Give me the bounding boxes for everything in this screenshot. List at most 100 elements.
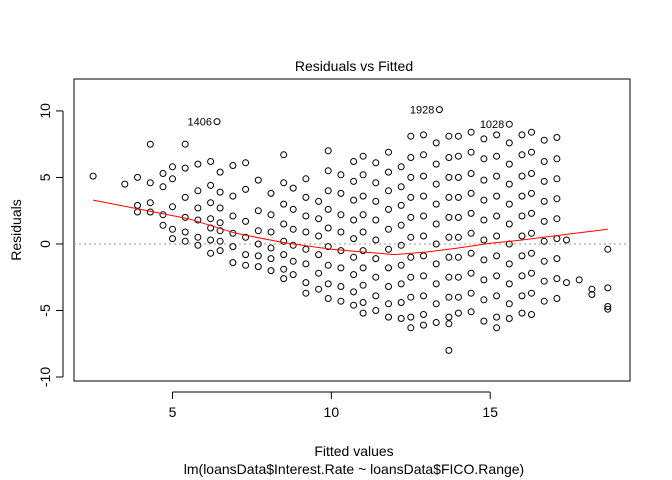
residual-point xyxy=(505,315,513,322)
residual-point xyxy=(302,279,310,287)
residual-point xyxy=(207,181,215,189)
residual-point xyxy=(359,152,367,160)
residual-point xyxy=(372,197,380,205)
residual-point xyxy=(280,265,288,273)
residual-point xyxy=(169,175,176,183)
residual-point xyxy=(350,216,358,224)
residual-point xyxy=(385,313,392,321)
residual-point xyxy=(280,179,288,187)
y-tick-label: 0 xyxy=(37,240,53,248)
residual-point xyxy=(445,173,453,181)
residual-point xyxy=(454,173,462,181)
residual-point xyxy=(385,300,392,308)
residual-point xyxy=(372,307,380,314)
residual-point xyxy=(528,289,535,297)
residual-point xyxy=(194,233,202,241)
residual-point xyxy=(350,196,358,204)
residual-point xyxy=(169,235,176,243)
residual-point xyxy=(324,224,332,232)
residual-point xyxy=(359,247,367,255)
residual-point xyxy=(216,188,224,196)
residual-point xyxy=(280,237,288,245)
residual-point xyxy=(181,228,189,236)
residual-point xyxy=(553,235,561,243)
outlier-point-1928 xyxy=(435,106,443,114)
residual-point xyxy=(553,175,561,183)
residual-point xyxy=(518,272,526,280)
residual-point xyxy=(407,213,415,221)
residual-point xyxy=(528,311,535,318)
residual-point xyxy=(454,193,462,201)
residual-point xyxy=(604,303,612,310)
residual-point xyxy=(315,215,323,223)
residual-point xyxy=(493,192,501,200)
outlier-point-1406 xyxy=(213,118,221,126)
residual-point xyxy=(216,168,224,176)
residual-point xyxy=(563,236,570,244)
residual-point xyxy=(302,175,310,183)
residual-point xyxy=(397,315,405,322)
residual-point xyxy=(518,192,526,200)
residual-point xyxy=(493,272,501,280)
residual-point xyxy=(254,207,262,215)
residual-point xyxy=(553,275,561,283)
residual-point xyxy=(359,309,367,317)
residual-point xyxy=(493,292,501,300)
residual-point xyxy=(445,293,453,301)
residual-point xyxy=(146,179,154,187)
residual-point xyxy=(505,180,513,188)
residual-point xyxy=(588,285,596,293)
residual-point xyxy=(420,172,427,180)
chart-title: Residuals vs Fitted xyxy=(295,58,413,74)
residual-point xyxy=(480,276,488,284)
residual-point xyxy=(407,313,415,321)
residual-point xyxy=(467,170,475,177)
residual-point xyxy=(242,261,250,269)
residual-point xyxy=(181,193,189,201)
residual-point xyxy=(159,183,167,191)
residual-point xyxy=(540,237,548,245)
residual-point xyxy=(397,221,405,229)
residual-point xyxy=(445,132,453,140)
residual-point xyxy=(315,269,323,277)
residual-point xyxy=(454,293,462,301)
residual-point xyxy=(432,200,440,208)
residual-point xyxy=(420,252,427,260)
residual-point xyxy=(159,211,167,219)
residual-point xyxy=(445,233,453,241)
residual-point xyxy=(407,154,415,161)
residual-point xyxy=(407,324,415,332)
x-tick-label: 5 xyxy=(169,404,177,420)
residual-point xyxy=(518,232,526,240)
residual-point xyxy=(480,196,488,204)
residual-point xyxy=(467,148,475,156)
residual-point xyxy=(518,151,526,159)
residual-point xyxy=(134,208,141,216)
residual-point xyxy=(194,216,202,224)
residual-point xyxy=(229,212,237,220)
residual-point xyxy=(359,171,367,179)
residual-point xyxy=(289,271,297,279)
residual-point xyxy=(315,251,323,259)
residual-point xyxy=(254,263,262,271)
residual-point xyxy=(407,233,415,241)
residual-point xyxy=(359,299,367,306)
residual-point xyxy=(372,273,380,281)
residual-point xyxy=(169,163,176,171)
residual-point xyxy=(540,257,548,265)
lowess-smooth-line xyxy=(93,199,608,256)
residual-point xyxy=(216,219,224,227)
residual-point xyxy=(480,176,488,184)
residual-point xyxy=(467,128,475,136)
residual-point xyxy=(194,204,202,212)
residual-point xyxy=(467,269,475,277)
residual-point xyxy=(146,140,154,148)
residual-point xyxy=(467,229,475,237)
residual-point xyxy=(216,204,224,212)
residual-point xyxy=(254,252,262,260)
residual-point xyxy=(467,189,475,197)
smooth-line-layer xyxy=(93,199,608,256)
residual-point xyxy=(505,260,513,268)
residual-point xyxy=(254,227,262,235)
residual-point xyxy=(350,177,358,185)
